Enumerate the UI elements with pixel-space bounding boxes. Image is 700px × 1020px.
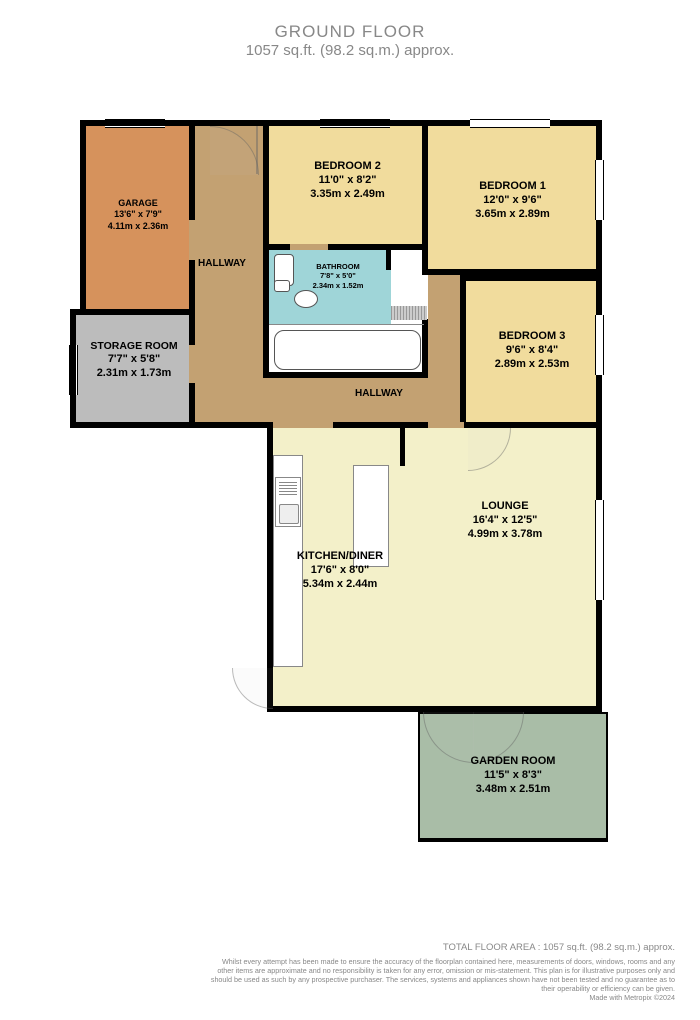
footer-disclaimer: Whilst every attempt has been made to en… [211, 957, 675, 993]
window-lounge-right [595, 500, 604, 600]
threshold [391, 306, 427, 320]
footer-total: TOTAL FLOOR AREA : 1057 sq.ft. (98.2 sq.… [205, 942, 675, 954]
fixture-basin [294, 290, 318, 308]
label-bed2: BEDROOM 2 11'0" x 8'2" 3.35m x 2.49m [280, 160, 415, 201]
footer-credit: Made with Metropix ©2024 [589, 993, 675, 1002]
label-hallway-1: HALLWAY [198, 258, 246, 269]
window-bed1-right [595, 160, 604, 220]
footer-block: TOTAL FLOOR AREA : 1057 sq.ft. (98.2 sq.… [205, 942, 675, 1002]
label-bed1: BEDROOM 1 12'0" x 9'6" 3.65m x 2.89m [435, 180, 590, 221]
label-bathroom: BATHROOM 7'8" x 5'0" 2.34m x 1.52m [293, 262, 383, 290]
floor-plan: GARAGE 13'6" x 7'9" 4.11m x 2.36m STORAG… [70, 120, 630, 900]
label-lounge: LOUNGE 16'4" x 12'5" 4.99m x 3.78m [425, 500, 585, 541]
floor-title: GROUND FLOOR [0, 22, 700, 42]
label-bed3: BEDROOM 3 9'6" x 8'4" 2.89m x 2.53m [468, 330, 596, 371]
fixture-bathtub [274, 330, 421, 370]
floor-subtitle: 1057 sq.ft. (98.2 sq.m.) approx. [0, 42, 700, 59]
label-garden: GARDEN ROOM 11'5" x 8'3" 3.48m x 2.51m [428, 755, 598, 796]
floorplan-page: GROUND FLOOR 1057 sq.ft. (98.2 sq.m.) ap… [0, 0, 700, 1020]
door-arc-kitchen-ext [232, 668, 273, 709]
label-garage: GARAGE 13'6" x 7'9" 4.11m x 2.36m [88, 198, 188, 232]
label-storage: STORAGE ROOM 7'7" x 5'8" 2.31m x 1.73m [75, 340, 193, 381]
label-hallway-2: HALLWAY [355, 388, 403, 399]
kitchen-sink [275, 477, 301, 527]
label-kitchen: KITCHEN/DINER 17'6" x 8'0" 5.34m x 2.44m [280, 550, 400, 591]
window-bed3 [595, 315, 604, 375]
window-bed1 [470, 119, 550, 128]
